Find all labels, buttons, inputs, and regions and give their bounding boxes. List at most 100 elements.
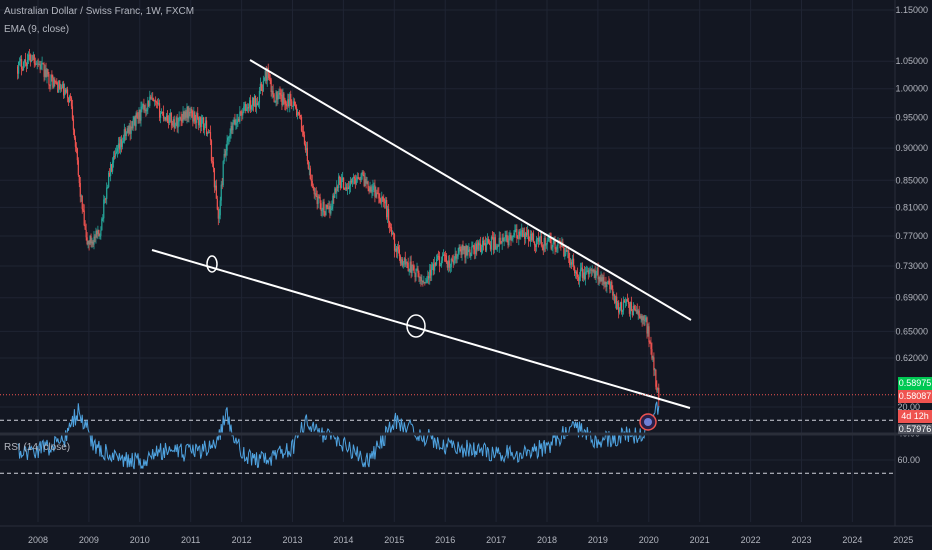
candle-body <box>484 243 487 251</box>
candle-body <box>132 119 134 129</box>
candle-body <box>179 117 181 118</box>
candle-body <box>282 93 284 105</box>
candle-body <box>316 195 318 204</box>
price-tick-label: 0.62000 <box>895 353 928 363</box>
candle-body <box>572 258 574 265</box>
candle-body <box>577 277 580 281</box>
bar-countdown-badge: 4d 12h <box>898 410 932 423</box>
candle-body <box>639 315 641 319</box>
candle-body <box>166 115 169 122</box>
price-tick-label: 0.81000 <box>895 202 928 212</box>
candle-body <box>504 237 506 238</box>
candle-body <box>80 195 82 197</box>
candle-body <box>18 61 21 62</box>
symbol-title[interactable]: Australian Dollar / Swiss Franc, 1W, FXC… <box>4 6 195 17</box>
candle-body <box>430 269 432 276</box>
candle-body <box>600 277 602 282</box>
candle-body <box>139 109 141 121</box>
candle-body <box>178 117 180 122</box>
candle-body <box>310 179 312 182</box>
circle-annotation[interactable] <box>206 255 218 273</box>
candle-body <box>505 234 507 238</box>
candle-body <box>89 235 91 245</box>
candle-body <box>438 256 441 267</box>
candle-body <box>113 156 116 157</box>
ema-legend[interactable]: EMA (9, close) <box>4 24 70 35</box>
candle-body <box>284 98 286 104</box>
upper-trendline[interactable] <box>249 59 692 321</box>
candle-body <box>585 271 587 273</box>
candle-body <box>411 264 413 274</box>
candle-body <box>234 119 236 125</box>
candle-body <box>570 262 572 265</box>
candle-body <box>247 107 249 109</box>
drawn-trendlines[interactable] <box>151 59 692 409</box>
price-axis[interactable]: 1.15000 1.05000 1.00000 0.95000 0.90000 0.850… <box>894 0 932 550</box>
candle-body <box>86 237 88 245</box>
candle-body <box>356 177 358 180</box>
candle-body <box>119 139 122 150</box>
candle-body <box>25 62 28 66</box>
candle-body <box>536 237 539 240</box>
candle-body <box>353 176 355 179</box>
candle-body <box>464 246 466 258</box>
candle-body <box>127 128 129 133</box>
candle-body <box>442 254 445 257</box>
candle-body <box>100 230 102 236</box>
candle-body <box>96 230 98 235</box>
candle-body <box>436 255 439 260</box>
candle-body <box>244 104 246 107</box>
circle-annotation[interactable] <box>406 314 426 338</box>
year-tick-label: 2022 <box>741 535 761 545</box>
candle-body <box>408 271 410 273</box>
candle-body <box>444 254 446 256</box>
candle-body <box>584 272 586 280</box>
candle-body <box>619 308 621 313</box>
candle-body <box>499 237 501 243</box>
candle-body <box>279 92 281 95</box>
candle-body <box>312 185 314 188</box>
candle-body <box>396 246 399 252</box>
event-marker[interactable] <box>639 413 657 431</box>
candle-body <box>366 181 368 184</box>
candle-body <box>656 386 658 391</box>
candle-body <box>424 282 426 284</box>
rsi-legend[interactable]: RSI (14, close) <box>4 442 71 453</box>
candle-body <box>136 113 138 118</box>
rsi-tick-label: 60.00 <box>897 455 920 465</box>
candle-body <box>233 119 235 123</box>
candle-body <box>399 256 401 264</box>
candle-body <box>64 89 66 96</box>
candle-body <box>637 310 639 314</box>
time-axis[interactable]: 2008 2009 2010 2011 2012 2013 2014 2015 2016 2017… <box>0 525 932 550</box>
candle-body <box>368 188 370 192</box>
candle-body <box>415 268 417 278</box>
candle-body <box>220 184 222 201</box>
candle-body <box>216 198 218 210</box>
lower-trendline[interactable] <box>151 249 691 409</box>
candle-body <box>332 195 334 207</box>
candle-body <box>439 265 442 267</box>
candle-body <box>377 193 379 195</box>
candle-body <box>298 112 301 116</box>
candle-body <box>521 230 523 231</box>
candle-body <box>495 248 497 250</box>
candle-body <box>352 176 354 178</box>
candle-body <box>498 237 500 247</box>
candle-body <box>456 256 458 259</box>
candle-body <box>404 258 406 265</box>
candle-body <box>416 268 418 270</box>
candle-body <box>72 119 75 130</box>
candle-body <box>514 229 516 233</box>
candle-body <box>384 201 386 204</box>
candle-body <box>440 260 443 266</box>
candle-body <box>516 229 518 239</box>
candle-body <box>249 100 251 108</box>
candle-body <box>490 237 493 250</box>
candle-body <box>55 81 57 83</box>
price-tick-label: 1.15000 <box>895 5 928 15</box>
candle-body <box>266 67 268 81</box>
candle-body <box>346 187 349 190</box>
candle-body <box>206 132 209 135</box>
